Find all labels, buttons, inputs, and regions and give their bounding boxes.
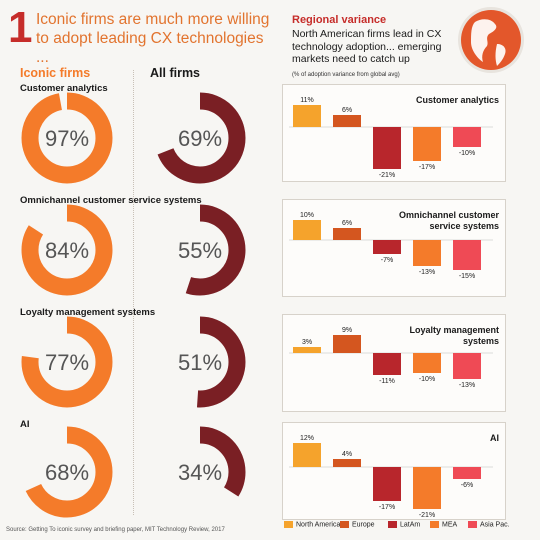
legend-label: Europe	[352, 521, 375, 529]
panel-title: AI	[490, 433, 499, 443]
tech-label: Omnichannel customer service systems	[20, 195, 202, 206]
donut-arc	[154, 92, 246, 184]
regional-panel-customer-analytics: Customer analytics 11% 6% -21% -17% -10%	[282, 84, 506, 182]
bar-value-label: -10%	[459, 150, 475, 157]
donut-arc	[154, 204, 246, 296]
legend-item: Asia Pac.	[468, 521, 510, 528]
tech-label: AI	[20, 419, 30, 430]
bar	[333, 335, 361, 353]
bar	[413, 240, 441, 266]
bar	[453, 240, 481, 270]
regional-note: (% of adoption variance from global avg)	[292, 72, 400, 78]
bar-value-label: 4%	[342, 451, 352, 458]
column-divider	[133, 70, 134, 515]
bar-value-label: 11%	[300, 97, 314, 104]
bar	[293, 347, 321, 353]
legend-label: MEA	[442, 521, 458, 529]
bar-value-label: 10%	[300, 212, 314, 219]
donut-value-label: 55%	[178, 238, 222, 263]
bar-value-label: -17%	[379, 504, 395, 511]
bar	[293, 105, 321, 127]
panel-title: Customer analytics	[415, 95, 499, 105]
bar-value-label: -21%	[419, 512, 435, 519]
donut-chart: 97% 84% 77% 68% 69% 55% 51% 34%	[21, 92, 246, 518]
bar	[453, 127, 481, 147]
donut-arc	[154, 316, 246, 408]
donut-arc	[21, 92, 113, 184]
donut-arc	[154, 426, 246, 518]
bar	[373, 127, 401, 169]
column-heading-all: All firms	[150, 66, 201, 80]
bar	[333, 228, 361, 240]
regional-bar-chart: 11% 6% -21% -17% -10%	[289, 97, 493, 179]
section-number: 1	[8, 3, 33, 52]
regional-title: Regional variance	[292, 14, 387, 26]
bar	[413, 127, 441, 161]
bar-value-label: -11%	[379, 378, 395, 385]
donut-value-label: 69%	[178, 126, 222, 151]
donut-arc	[21, 316, 113, 408]
donut-value-label: 34%	[178, 460, 222, 485]
tech-label: Loyalty management systems	[20, 307, 156, 318]
regional-panel-omnichannel: Omnichannel customer service systems 10%…	[282, 199, 506, 297]
bar-value-label: -13%	[459, 382, 475, 389]
legend-label: Asia Pac.	[480, 521, 510, 529]
panel-title: Omnichannel customer service systems	[398, 210, 499, 231]
legend-item: LatAm	[388, 521, 420, 528]
bar	[333, 115, 361, 127]
legend-item: Europe	[340, 521, 375, 528]
donut-value-label: 84%	[45, 238, 89, 263]
bar	[373, 353, 401, 375]
donut-value-label: 51%	[178, 350, 222, 375]
bar	[413, 467, 441, 509]
legend-item: MEA	[430, 521, 457, 528]
regional-bar-chart: 10% 6% -7% -13% -15%	[289, 212, 493, 280]
headline: Iconic firms are much more willing to ad…	[36, 11, 270, 66]
regional-bar-chart: 3% 9% -11% -10% -13%	[289, 327, 493, 389]
bar-value-label: 6%	[342, 107, 352, 114]
legend-label: North America	[296, 521, 341, 529]
tech-label: Customer analytics	[20, 83, 108, 94]
legend-label: LatAm	[400, 521, 421, 529]
bar-value-label: -17%	[419, 164, 435, 171]
donut-value-label: 68%	[45, 460, 89, 485]
bar	[453, 353, 481, 379]
regional-panel-ai: AI 12% 4% -17% -21% -6%	[282, 422, 506, 520]
bar-value-label: 12%	[300, 435, 314, 442]
regional-subtitle: North American firms lead in CX technolo…	[292, 28, 442, 65]
panel-title: Loyalty management systems	[409, 325, 499, 346]
donut-arc	[21, 426, 113, 518]
bar	[293, 220, 321, 240]
legend-item: North America	[284, 521, 340, 528]
bar-value-label: -10%	[419, 376, 435, 383]
donut-value-label: 77%	[45, 350, 89, 375]
regional-panel-loyalty: Loyalty management systems 3% 9% -11% -10% -…	[282, 314, 506, 412]
bar-value-label: 9%	[342, 327, 352, 334]
donut-value-label: 97%	[45, 126, 89, 151]
bar	[373, 240, 401, 254]
legend-swatch	[430, 521, 439, 528]
bar-value-label: 6%	[342, 220, 352, 227]
bar	[373, 467, 401, 501]
globe-icon	[458, 7, 524, 73]
source-note: Source: Getting To iconic survey and bri…	[6, 527, 225, 533]
bar-value-label: -15%	[459, 273, 475, 280]
legend-swatch	[388, 521, 397, 528]
column-heading-iconic: Iconic firms	[20, 66, 91, 80]
bar-value-label: 3%	[302, 339, 312, 346]
donut-arc	[21, 204, 113, 296]
bar	[413, 353, 441, 373]
regional-bar-chart: 12% 4% -17% -21% -6%	[289, 435, 493, 519]
bar	[453, 467, 481, 479]
bar-value-label: -6%	[461, 482, 473, 489]
bar-value-label: -13%	[419, 269, 435, 276]
legend-swatch	[284, 521, 293, 528]
bar	[333, 459, 361, 467]
legend-swatch	[340, 521, 349, 528]
bar-value-label: -21%	[379, 172, 395, 179]
legend-swatch	[468, 521, 477, 528]
bar-value-label: -7%	[381, 257, 393, 264]
bar	[293, 443, 321, 467]
